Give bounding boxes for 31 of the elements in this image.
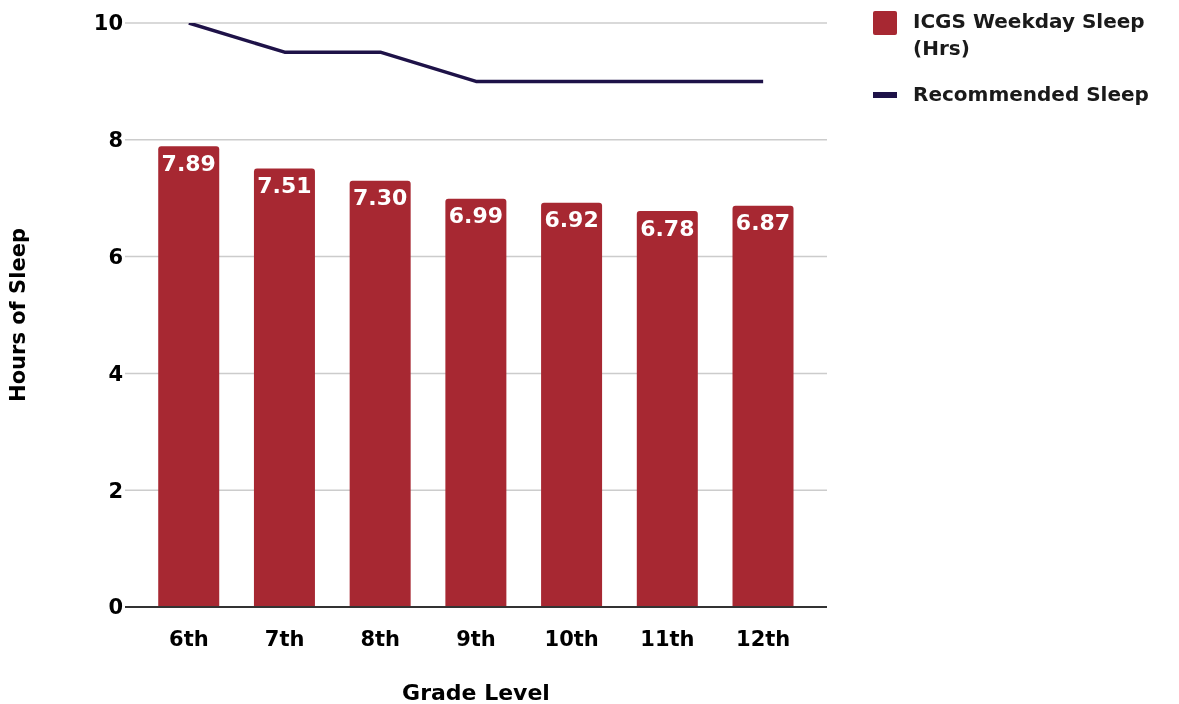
x-axis-title: Grade Level — [402, 680, 550, 704]
x-tick-label: 9th — [456, 626, 496, 651]
x-tick-label: 8th — [360, 626, 401, 651]
x-tick-label: 7th — [264, 626, 305, 651]
x-tick-label: 11th — [640, 626, 695, 651]
bar — [253, 168, 315, 607]
y-tick-label: 4 — [108, 361, 123, 386]
data-label: 6.92 — [544, 207, 599, 233]
bar — [349, 180, 411, 607]
y-tick-label: 0 — [108, 595, 123, 620]
bar — [732, 205, 794, 607]
y-axis-title: Hours of Sleep — [6, 228, 31, 402]
data-label: 7.89 — [161, 150, 216, 176]
data-label: 6.99 — [448, 203, 504, 229]
y-tick-label: 10 — [93, 11, 123, 36]
bar — [636, 211, 698, 607]
y-tick-label: 8 — [108, 128, 123, 153]
bar — [541, 202, 603, 607]
y-tick-label: 2 — [108, 478, 123, 503]
bar — [445, 198, 507, 607]
data-label: 7.30 — [353, 185, 408, 211]
bar — [158, 146, 220, 607]
x-tick-label: 10th — [544, 626, 599, 651]
legend-label: ICGS Weekday Sleep (Hrs) — [913, 8, 1146, 62]
y-tick-label: 6 — [108, 245, 123, 270]
data-label: 6.87 — [735, 210, 791, 236]
legend-label: Recommended Sleep — [913, 81, 1150, 108]
x-tick-label: 12th — [736, 626, 791, 651]
x-tick-label: 6th — [169, 626, 209, 651]
data-label: 6.78 — [640, 215, 695, 241]
data-label: 7.51 — [257, 173, 312, 199]
